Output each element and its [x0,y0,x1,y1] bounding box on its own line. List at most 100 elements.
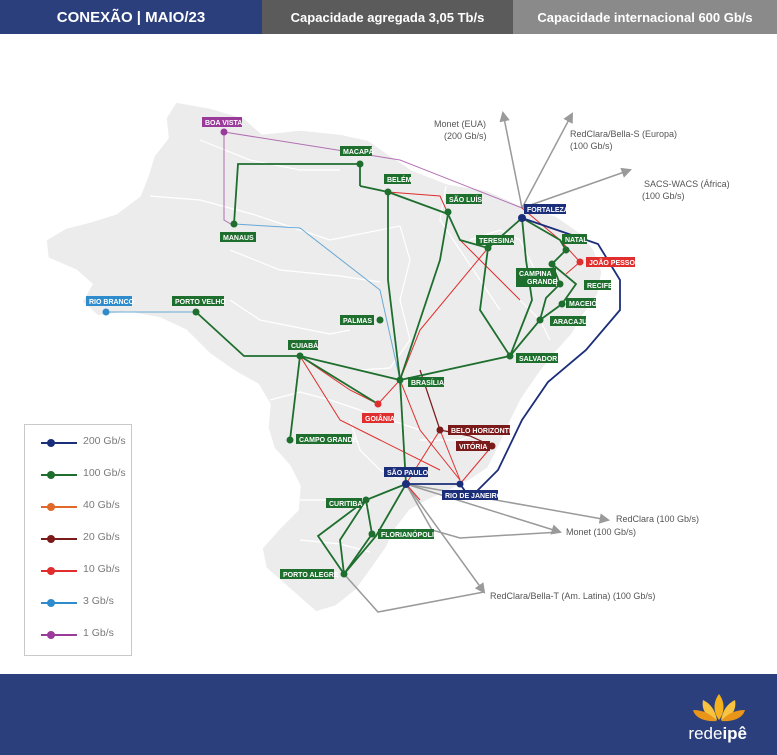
label-redclara-europa: RedClara/Bella-S (Europa) [570,129,677,139]
label-fortaleza: FORTALEZA [524,204,569,214]
label-boa-vista: BOA VISTA [202,117,242,127]
svg-text:RIO DE JANEIRO: RIO DE JANEIRO [445,493,503,500]
svg-text:VITÓRIA: VITÓRIA [459,442,487,451]
svg-text:CAMPO GRANDE: CAMPO GRANDE [299,437,358,444]
label-porto-velho: PORTO VELHO [172,296,226,306]
link-sacs-wacs [521,167,632,209]
label-monet: Monet (100 Gb/s) [566,527,636,537]
node-curitiba [362,496,370,504]
svg-text:NATAL: NATAL [565,237,588,244]
svg-text:CUIABÁ: CUIABÁ [291,341,318,350]
city-nodes [102,128,584,578]
node-salvador [506,352,514,360]
link-latina-route [343,573,485,613]
legend: 200 Gb/s 100 Gb/s 40 Gb/s 20 Gb/s 10 Gb/… [24,424,132,656]
label-sao-paulo: SÃO PAULO [384,467,429,477]
node-recife [556,280,564,288]
link-monet-eua [499,110,523,209]
label-brasilia: BRASÍLIA [408,377,444,387]
node-cuiaba [296,352,304,360]
label-redclara-europa-capacity: (100 Gb/s) [570,141,613,151]
svg-text:PORTO VELHO: PORTO VELHO [175,299,226,306]
label-sacs-wacs-capacity: (100 Gb/s) [642,191,685,201]
label-manaus: MANAUS [220,232,256,242]
node-macapa [356,160,364,168]
international-capacity: Capacidade internacional 600 Gb/s [513,0,777,34]
label-belo-horizonte: BELO HORIZONTE [448,425,514,435]
legend-dot-icon [47,567,55,575]
legend-dot-icon [47,535,55,543]
legend-item-20: 20 Gb/s [25,522,131,554]
legend-dot-icon [47,631,55,639]
node-campo-grande [286,436,294,444]
link-monet-route [405,483,561,539]
svg-text:RIO BRANCO: RIO BRANCO [89,299,135,306]
external-links [343,110,632,613]
label-salvador: SALVADOR [516,353,558,363]
svg-text:MACEIÓ: MACEIÓ [569,299,598,308]
legend-dot-icon [47,471,55,479]
redeipe-logo-icon [693,694,745,722]
node-sao-luis [444,208,452,216]
legend-item-1: 1 Gb/s [25,618,131,650]
node-belem [384,188,392,196]
svg-text:SÃO LUÍS: SÃO LUÍS [449,195,482,204]
link-redclara-europa [521,112,573,209]
svg-text:GRANDE: GRANDE [527,279,558,286]
link-monet [405,483,563,535]
svg-text:BELÉM: BELÉM [387,175,412,184]
node-rio-branco [102,308,110,316]
svg-text:GOIÂNIA: GOIÂNIA [365,414,395,423]
node-florianopolis [368,530,376,538]
node-sao-paulo [402,480,410,488]
svg-text:PALMAS: PALMAS [343,318,372,325]
node-palmas [376,316,384,324]
node-rio-de-janeiro [456,480,464,488]
svg-text:RECIFE: RECIFE [587,283,613,290]
svg-text:CAMPINA: CAMPINA [519,271,552,278]
external-labels: Monet (EUA) (200 Gb/s) RedClara/Bella-S … [434,119,730,601]
network-map: BOA VISTA MACAPÁ BELÉM MANAUS SÃO LUÍS F… [45,101,730,613]
label-rio-de-janeiro: RIO DE JANEIRO [442,490,503,500]
node-porto-alegre [340,570,348,578]
svg-text:ARACAJU: ARACAJU [553,319,587,326]
links-10gbs [299,191,581,501]
node-natal [562,246,570,254]
node-aracaju [536,316,544,324]
label-cuiaba: CUIABÁ [288,340,318,350]
svg-text:BOA VISTA: BOA VISTA [205,120,242,127]
node-maceio [558,300,566,308]
legend-item-200: 200 Gb/s [25,426,131,458]
node-vitoria [488,442,496,450]
label-palmas: PALMAS [340,315,374,325]
label-recife: RECIFE [584,280,613,290]
node-goiania [374,400,382,408]
label-redclara: RedClara (100 Gb/s) [616,514,699,524]
aggregate-capacity: Capacidade agregada 3,05 Tb/s [262,0,513,34]
label-teresina: TERESINA [476,235,514,245]
node-campina-grande [548,260,556,268]
legend-item-10: 10 Gb/s [25,554,131,586]
svg-text:JOÃO PESSOA: JOÃO PESSOA [589,258,640,267]
node-boa-vista [220,128,228,136]
node-manaus [230,220,238,228]
svg-text:MANAUS: MANAUS [223,235,254,242]
label-maceio: MACEIÓ [566,298,598,308]
svg-text:CURITIBA: CURITIBA [329,501,362,508]
label-belem: BELÉM [384,174,412,184]
footer-bar: redeipê [0,674,777,755]
label-campo-grande: CAMPO GRANDE [296,434,358,444]
label-porto-alegre: PORTO ALEGRE [280,569,339,579]
label-macapa: MACAPÁ [340,146,374,156]
svg-text:SALVADOR: SALVADOR [519,356,557,363]
label-florianopolis: FLORIANÓPOLIS [378,529,439,539]
label-sacs-wacs: SACS-WACS (África) [644,179,730,189]
legend-dot-icon [47,439,55,447]
label-redclara-latina: RedClara/Bella-T (Am. Latina) (100 Gb/s) [490,591,655,601]
node-brasilia [396,376,404,384]
label-goiania: GOIÂNIA [362,413,395,423]
link-redclara-latina [405,483,486,594]
label-rio-branco: RIO BRANCO [86,296,135,306]
label-aracaju: ARACAJU [550,316,587,326]
legend-item-40: 40 Gb/s [25,490,131,522]
